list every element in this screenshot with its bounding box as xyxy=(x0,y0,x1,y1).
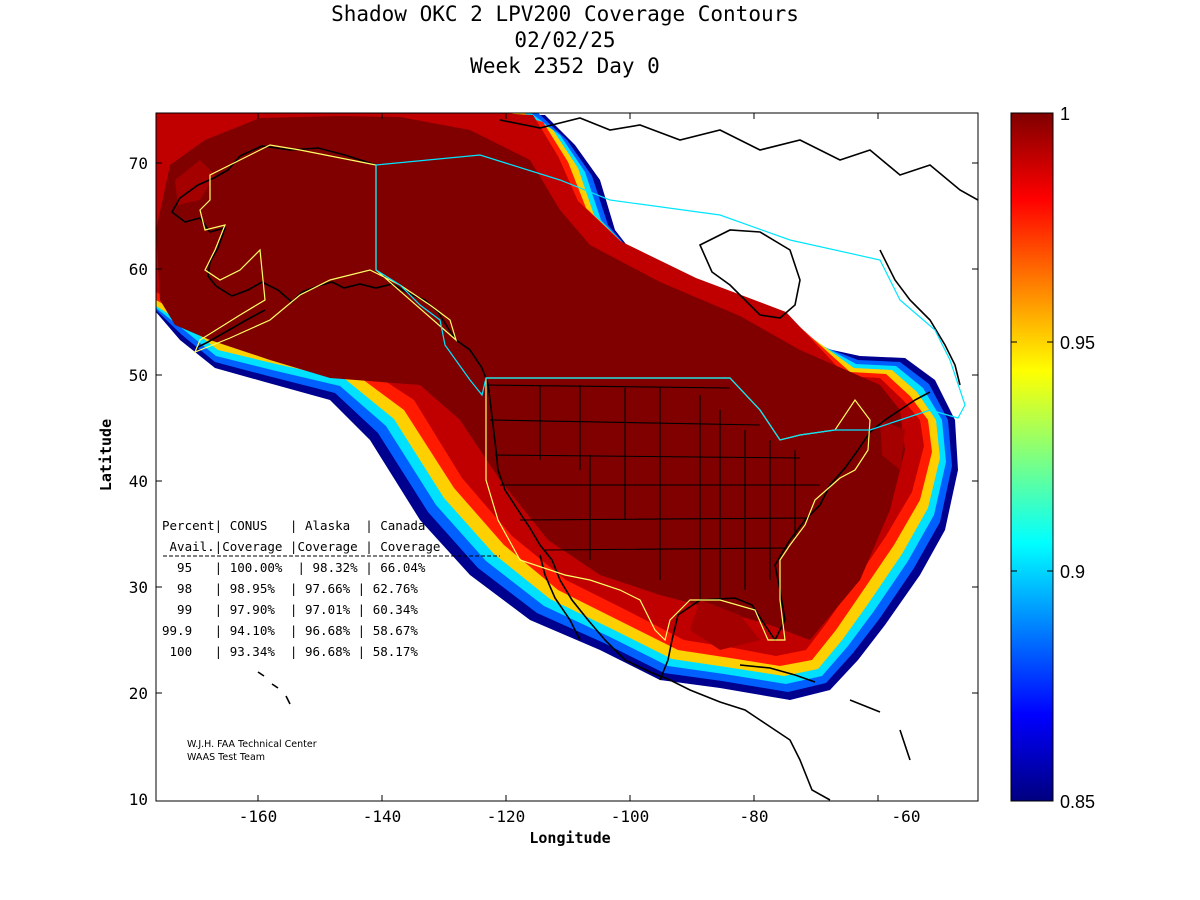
chart-title: Shadow OKC 2 LPV200 Coverage Contours 02… xyxy=(0,1,1130,79)
coverage-table: Percent| CONUS | Alaska | Canada Avail.|… xyxy=(162,518,500,659)
y-tick-label: 30 xyxy=(129,578,148,597)
plot-frame xyxy=(155,112,979,802)
aleutians xyxy=(195,309,266,349)
west-coast xyxy=(455,339,831,801)
table-header-2: Avail.|Coverage |Coverage | Coverage xyxy=(162,539,440,554)
colorbar-tick-label: 0.95 xyxy=(1060,333,1095,353)
table-row: 98 | 98.95% | 97.66% | 62.76% xyxy=(162,581,418,596)
x-tick-label: -80 xyxy=(740,807,769,826)
x-axis xyxy=(257,113,879,801)
region-outlines xyxy=(193,144,966,642)
credit-line-1: W.J.H. FAA Technical Center xyxy=(187,739,317,750)
credit-line-2: WAAS Test Team xyxy=(187,752,265,763)
y-axis-label: Latitude xyxy=(97,419,115,491)
y-tick-label: 10 xyxy=(129,790,148,809)
y-tick-label: 70 xyxy=(129,154,148,173)
conus-outline xyxy=(485,377,871,642)
canada-outline xyxy=(375,154,966,441)
table-row: 95 | 100.00% | 98.32% | 66.04% xyxy=(162,560,426,575)
alaska-outline xyxy=(193,144,458,354)
state-borders xyxy=(485,384,820,600)
caribbean xyxy=(739,664,911,761)
y-tick-label: 50 xyxy=(129,366,148,385)
title-line-2: 02/02/25 xyxy=(514,28,616,52)
arctic-islands xyxy=(499,117,978,201)
y-axis xyxy=(156,162,978,694)
y-tick-label: 60 xyxy=(129,260,148,279)
labrador-coast xyxy=(879,249,961,386)
x-tick-label: -160 xyxy=(239,807,278,826)
x-axis-label: Longitude xyxy=(529,829,610,847)
x-tick-label: -120 xyxy=(487,807,526,826)
hudson-bay xyxy=(698,229,801,319)
table-header-1: Percent| CONUS | Alaska | Canada xyxy=(162,518,425,533)
x-tick-label: -60 xyxy=(892,807,921,826)
title-line-1: Shadow OKC 2 LPV200 Coverage Contours xyxy=(331,2,799,26)
colorbar-tick-label: 0.9 xyxy=(1060,562,1085,582)
colorbar: 1 0.95 0.9 0.85 xyxy=(1010,104,1095,812)
hawaii xyxy=(257,671,291,705)
table-row: 100 | 93.34% | 96.68% | 58.17% xyxy=(162,644,418,659)
plot-area xyxy=(156,113,978,801)
x-tick-label: -100 xyxy=(611,807,650,826)
y-tick-label: 20 xyxy=(129,684,148,703)
title-line-3: Week 2352 Day 0 xyxy=(470,54,660,78)
alaska-coast xyxy=(170,145,457,341)
colorbar-tick-label: 0.85 xyxy=(1060,792,1095,812)
colorbar-gradient xyxy=(1010,112,1054,802)
y-tick-label: 40 xyxy=(129,472,148,491)
x-tick-label: -140 xyxy=(363,807,402,826)
table-row: 99 | 97.90% | 97.01% | 60.34% xyxy=(162,602,418,617)
colorbar-tick-label: 1 xyxy=(1060,104,1070,124)
table-row: 99.9 | 94.10% | 96.68% | 58.67% xyxy=(162,623,418,638)
